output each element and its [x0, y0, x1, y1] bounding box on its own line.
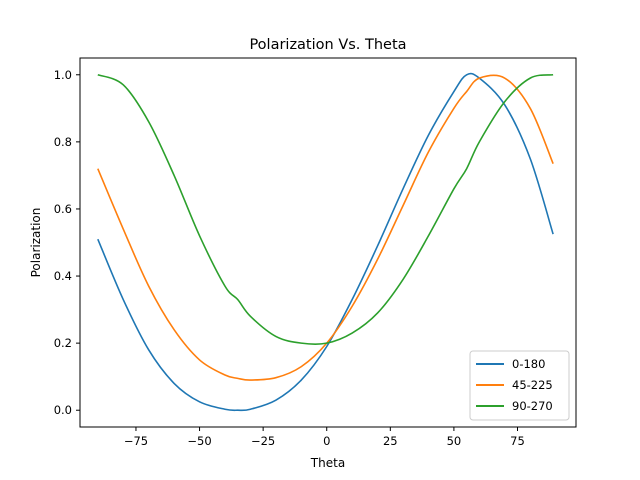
y-axis: 0.0 0.2 0.4 0.6 0.8 1.0	[54, 68, 80, 417]
x-tick-label: 25	[383, 434, 398, 448]
x-tick-label: −50	[187, 434, 211, 448]
legend-box	[469, 350, 570, 421]
axes-frame	[79, 57, 577, 428]
x-axis-label: Theta	[310, 456, 345, 470]
x-tick-label: 0	[323, 434, 330, 448]
plot-area	[97, 72, 554, 412]
x-axis: −75 −50 −25 0 25 50 75	[124, 427, 525, 448]
y-tick-label: 0.0	[54, 403, 72, 417]
legend: 0-180 45-225 90-270	[469, 350, 570, 421]
x-tick-label: 75	[510, 434, 525, 448]
y-tick-label: 0.6	[54, 202, 72, 216]
x-tick-label: 50	[447, 434, 462, 448]
legend-label: 90-270	[512, 399, 553, 413]
y-tick-label: 0.4	[54, 269, 72, 283]
y-tick-label: 0.2	[54, 336, 72, 350]
legend-label: 45-225	[512, 378, 553, 392]
y-tick-label: 0.8	[54, 135, 72, 149]
x-tick-label: −25	[251, 434, 275, 448]
chart-title: Polarization Vs. Theta	[249, 37, 406, 53]
y-axis-label: Polarization	[29, 208, 43, 278]
y-tick-label: 1.0	[54, 68, 72, 82]
x-tick-label: −75	[124, 434, 148, 448]
legend-label: 0-180	[512, 357, 545, 371]
series-line-3	[97, 73, 554, 345]
series-line-1	[97, 72, 554, 412]
